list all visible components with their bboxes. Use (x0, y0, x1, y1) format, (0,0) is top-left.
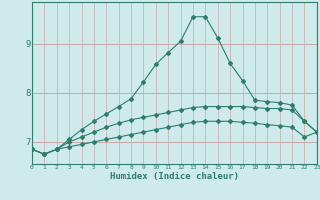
X-axis label: Humidex (Indice chaleur): Humidex (Indice chaleur) (110, 172, 239, 181)
